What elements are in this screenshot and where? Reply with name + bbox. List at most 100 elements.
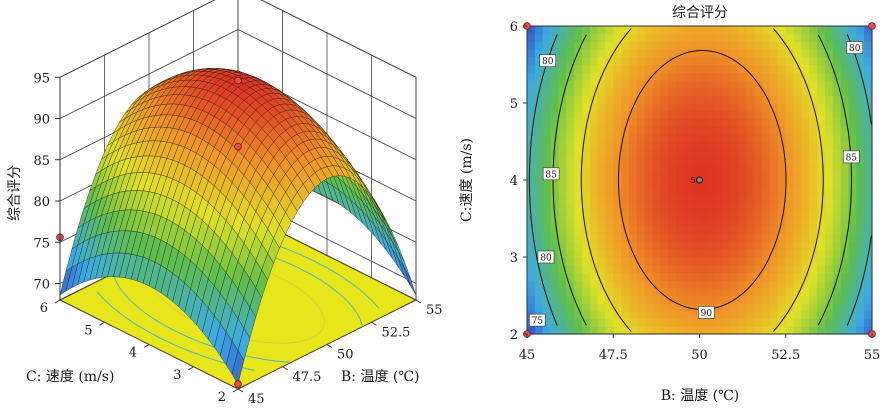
contour-heat-cell [550, 310, 559, 320]
contour-heat-cell [683, 141, 693, 150]
contour-heat-cell [832, 272, 842, 281]
contour-heat-cell [660, 295, 669, 304]
contour-heat-cell [848, 195, 857, 204]
contour-heat-cell [746, 156, 755, 166]
contour-heat-cell [801, 218, 810, 227]
contour-heat-cell [840, 326, 850, 335]
contour-heat-cell [840, 72, 850, 81]
contour-heat-cell [715, 149, 724, 158]
contour-heat-cell [762, 72, 771, 81]
contour-heat-cell [597, 133, 607, 143]
contour-heat-cell [581, 26, 591, 35]
contour-heat-cell [832, 280, 842, 289]
contour-heat-cell [723, 218, 732, 227]
contour-heat-cell [527, 172, 536, 181]
contour-heat-cell [527, 226, 536, 235]
contour-heat-cell [534, 287, 544, 297]
contour-heat-cell [550, 87, 559, 96]
contour-heat-cell [691, 72, 701, 81]
contour-heat-cell [777, 26, 787, 35]
contour-heat-cell [534, 118, 544, 127]
contour-heat-cell [785, 295, 795, 304]
contour-heat-cell [864, 280, 873, 289]
surface-x-tick-label: 4 [129, 346, 137, 361]
contour-heat-cell [754, 310, 763, 320]
contour-heat-cell [605, 56, 614, 66]
contour-heat-cell [817, 303, 826, 312]
contour-heat-cell [550, 241, 559, 250]
contour-heat-cell [605, 79, 614, 89]
contour-heat-cell [762, 41, 771, 50]
contour-heat-cell [668, 164, 677, 173]
contour-heat-cell [566, 33, 575, 42]
contour-heat-cell [840, 64, 850, 73]
surface-x-tick-mark [188, 366, 194, 371]
contour-heat-cell [675, 49, 685, 58]
contour-heat-cell [644, 164, 654, 173]
contour-heat-cell [574, 41, 583, 50]
contour-heat-cell [621, 295, 630, 304]
contour-heat-cell [856, 87, 865, 96]
contour-heat-cell [628, 295, 638, 304]
surface-x-tick-mark [232, 388, 239, 393]
contour-heat-cell [824, 241, 834, 250]
contour-heat-cell [527, 233, 536, 243]
contour-heat-cell [527, 180, 536, 189]
contour-heat-cell [762, 226, 771, 235]
contour-heat-cell [801, 103, 810, 112]
contour-heat-cell [707, 272, 716, 281]
contour-heat-cell [824, 257, 834, 266]
contour-heat-cell [785, 26, 795, 35]
contour-heat-cell [550, 180, 559, 189]
contour-heat-cell [793, 303, 803, 312]
contour-heat-cell [864, 287, 873, 297]
contour-heat-cell [809, 64, 818, 73]
contour-heat-cell [762, 264, 771, 273]
contour-heat-cell [628, 87, 638, 96]
contour-heat-cell [605, 280, 614, 289]
contour-heat-cell [534, 203, 544, 212]
contour-heat-cell [738, 79, 748, 89]
contour-heat-cell [723, 79, 732, 89]
contour-heat-cell [683, 126, 693, 135]
contour-heat-cell [856, 226, 865, 235]
contour-heat-cell [707, 233, 716, 243]
contour-heat-cell [864, 318, 873, 327]
contour-heat-cell [848, 95, 857, 104]
contour-heat-cell [636, 318, 646, 327]
contour-heat-cell [856, 110, 865, 119]
contour-heat-cell [636, 218, 646, 227]
contour-heat-cell [644, 318, 654, 327]
contour-heat-cell [550, 249, 559, 258]
contour-heat-cell [785, 203, 795, 212]
contour-heat-cell [542, 41, 552, 50]
contour-heat-cell [613, 149, 622, 158]
contour-heat-cell [683, 87, 693, 96]
contour-heat-cell [558, 226, 567, 235]
contour-heat-cell [770, 210, 779, 220]
contour-heat-cell [621, 164, 630, 173]
contour-heat-cell [581, 249, 591, 258]
contour-heat-cell [527, 26, 536, 35]
contour-heat-cell [621, 72, 630, 81]
contour-heat-cell [683, 33, 693, 42]
contour-heat-cell [738, 257, 748, 266]
contour-heat-cell [574, 95, 583, 104]
contour-heat-cell [597, 141, 607, 150]
contour-heat-cell [636, 133, 646, 143]
contour-heat-cell [809, 133, 818, 143]
contour-heat-cell [691, 233, 701, 243]
contour-heat-cell [832, 295, 842, 304]
contour-heat-cell [746, 241, 755, 250]
contour-heat-cell [738, 226, 748, 235]
contour-heat-cell [738, 149, 748, 158]
contour-heat-cell [817, 318, 826, 327]
contour-heat-cell [840, 33, 850, 42]
contour-heat-cell [832, 64, 842, 73]
contour-heat-cell [762, 126, 771, 135]
contour-heat-cell [801, 303, 810, 312]
contour-heat-cell [644, 33, 654, 42]
contour-heat-cell [527, 64, 536, 73]
contour-heat-cell [793, 257, 803, 266]
contour-heat-cell [660, 33, 669, 42]
